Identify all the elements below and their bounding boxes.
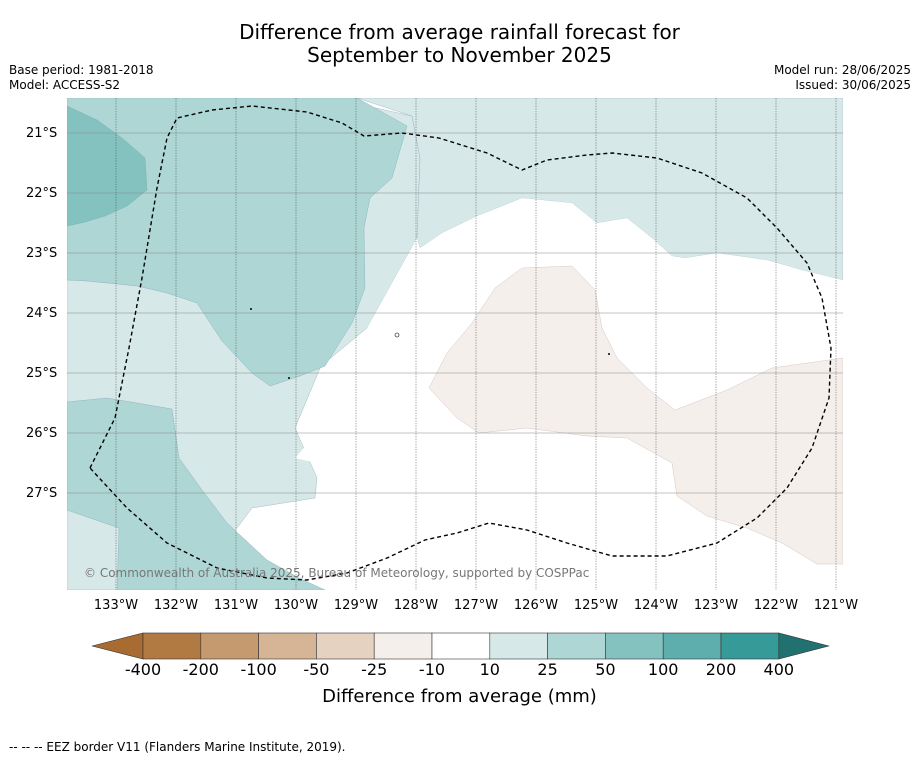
issued-date: Issued: 30/06/2025 [795, 78, 911, 92]
colorbar-tick-label: 10 [479, 660, 500, 679]
copyright-notice: © Commonwealth of Australia 2025, Bureau… [84, 566, 590, 580]
lon-label-122w: 122°W [753, 598, 799, 613]
colorbar-tick-label: 200 [705, 660, 737, 679]
lon-label-126w: 126°W [513, 598, 559, 613]
colorbar-arrow-low [91, 632, 144, 660]
lon-label-128w: 128°W [393, 598, 439, 613]
lon-label-132w: 132°W [153, 598, 199, 613]
colorbar-segment [605, 632, 664, 660]
colorbar-tick-label: -100 [240, 660, 277, 679]
colorbar-segment [316, 632, 375, 660]
colorbar-segment [431, 632, 491, 660]
lat-label-25s: 25°S [26, 366, 58, 381]
lat-label-24s: 24°S [26, 306, 58, 321]
eez-border [89, 105, 832, 581]
island-marker [608, 353, 610, 355]
colorbar-segment [142, 632, 202, 660]
map-title-line2: September to November 2025 [307, 43, 612, 67]
colorbar-tick-label: 25 [537, 660, 558, 679]
region-neg10-neg25-mm [428, 265, 843, 565]
colorbar-segment [720, 632, 780, 660]
colorbar-tick-label: 50 [595, 660, 616, 679]
lon-label-131w: 131°W [213, 598, 259, 613]
lon-label-124w: 124°W [633, 598, 679, 613]
colorbar-segment [662, 632, 722, 660]
colorbar-segment [258, 632, 317, 660]
colorbar-tick-label: -400 [124, 660, 162, 679]
lon-label-125w: 125°W [573, 598, 619, 613]
colorbar-segment [200, 632, 259, 660]
lon-label-121w: 121°W [813, 598, 859, 613]
colorbar-segment [547, 632, 606, 660]
island-marker [394, 332, 400, 338]
model-name: Model: ACCESS-S2 [9, 78, 121, 92]
colorbar-tick-label: -10 [418, 660, 446, 679]
colorbar-segment [373, 632, 433, 660]
lat-label-21s: 21°S [26, 126, 58, 141]
lon-label-127w: 127°W [453, 598, 499, 613]
colorbar-tick-label: 400 [763, 660, 795, 679]
island-marker [288, 377, 290, 379]
colorbar-arrow-high [778, 632, 830, 660]
lon-label-130w: 130°W [273, 598, 319, 613]
region-25-50-mm-north [67, 98, 408, 387]
map-title-line1: Difference from average rainfall forecas… [239, 20, 680, 44]
colorbar [91, 632, 830, 660]
lat-label-22s: 22°S [26, 186, 58, 201]
graticule [67, 98, 843, 590]
region-50-100-mm [67, 105, 148, 227]
colorbar-tick-label: -200 [182, 660, 219, 679]
colorbar-title: Difference from average (mm) [322, 686, 597, 707]
eez-footnote: -- -- -- EEZ border V11 (Flanders Marine… [9, 740, 346, 754]
lat-label-27s: 27°S [26, 486, 58, 501]
colorbar-tick-label: 100 [647, 660, 679, 679]
region-25-50-mm-south [67, 397, 326, 590]
base-period: Base period: 1981-2018 [9, 63, 154, 77]
colorbar-segments [91, 632, 830, 660]
lon-label-133w: 133°W [93, 598, 139, 613]
lat-label-26s: 26°S [26, 426, 58, 441]
colorbar-segment [489, 632, 548, 660]
lat-label-23s: 23°S [26, 246, 58, 261]
island-marker [250, 308, 252, 310]
lon-label-129w: 129°W [333, 598, 379, 613]
forecast-map [67, 98, 843, 590]
model-run-date: Model run: 28/06/2025 [773, 63, 911, 77]
colorbar-tick-label: -25 [361, 660, 388, 679]
lon-label-123w: 123°W [693, 598, 739, 613]
colorbar-tick-label: -50 [303, 660, 330, 679]
